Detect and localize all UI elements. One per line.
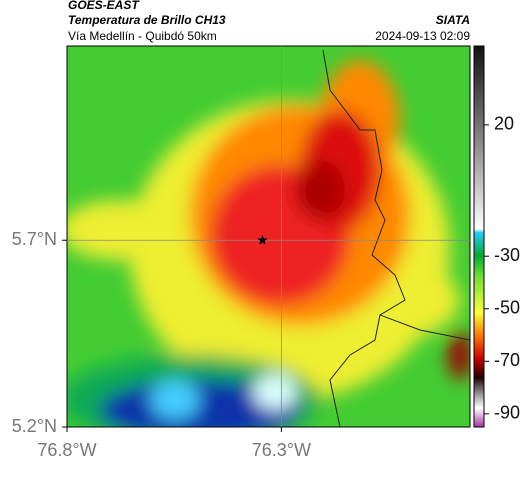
station-marker <box>257 234 268 245</box>
colorbar <box>473 45 485 428</box>
colorbar-tick-label: -70 <box>494 350 520 370</box>
x-tick-label: 76.8°W <box>37 440 96 460</box>
colorbar-tick-label: 20 <box>494 114 514 134</box>
y-tick-label: 5.2°N <box>12 416 57 436</box>
x-tick-label: 76.3°W <box>252 440 311 460</box>
imagery <box>67 46 470 427</box>
title: Temperatura de Brillo CH13 <box>68 13 226 27</box>
map-frame <box>66 45 471 428</box>
brand: SIATA <box>436 13 470 27</box>
colorbar-tick-label: -50 <box>494 298 520 318</box>
colorbar-tick-label: -30 <box>494 245 520 265</box>
colorbar-tick-label: -90 <box>494 403 520 423</box>
source: GOES-EAST <box>68 0 140 12</box>
datetime: 2024-09-13 02:09 <box>375 29 470 43</box>
y-tick-label: 5.7°N <box>12 229 57 249</box>
subtitle: Vía Medellín - Quibdó 50km <box>68 29 217 43</box>
